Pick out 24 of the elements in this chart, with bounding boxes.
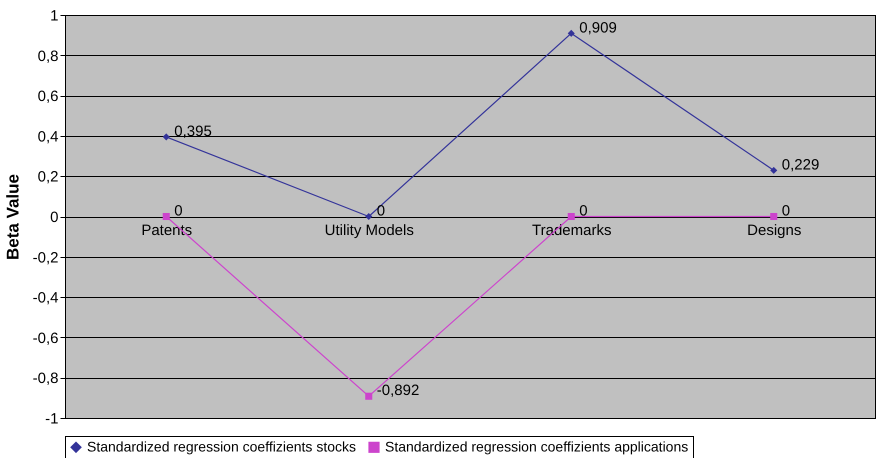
legend-label: Standardized regression coeffizients applications: [385, 438, 688, 454]
data-label: 0,229: [782, 156, 820, 174]
x-tick-label: Utility Models: [324, 222, 414, 239]
data-label: 0: [579, 202, 588, 220]
y-tick-label: -0,4: [32, 290, 58, 307]
y-tick-label: 0,8: [38, 48, 58, 65]
data-label: 0: [782, 202, 790, 220]
y-tick-label: 0,6: [38, 88, 58, 106]
y-axis-title: Beta Value: [4, 174, 23, 260]
y-tick-label: -0,8: [32, 370, 58, 388]
data-label: 0: [174, 202, 183, 220]
x-tick-label: Designs: [747, 222, 802, 239]
y-tick-label: -0,2: [32, 249, 58, 266]
legend-label: Standardized regression coeffizients stocks: [87, 438, 356, 454]
y-tick-label: -0,6: [32, 330, 58, 347]
data-label: -0,892: [376, 382, 420, 400]
data-label: 0: [376, 202, 386, 220]
data-label: 0,909: [579, 19, 617, 36]
y-tick-label: 0,4: [38, 128, 58, 146]
data-label: 0,395: [174, 122, 212, 140]
y-tick-label: -1: [45, 410, 58, 428]
y-tick-label: 1: [50, 8, 58, 24]
y-tick-label: 0,2: [38, 168, 58, 186]
y-tick-label: 0: [50, 209, 58, 226]
